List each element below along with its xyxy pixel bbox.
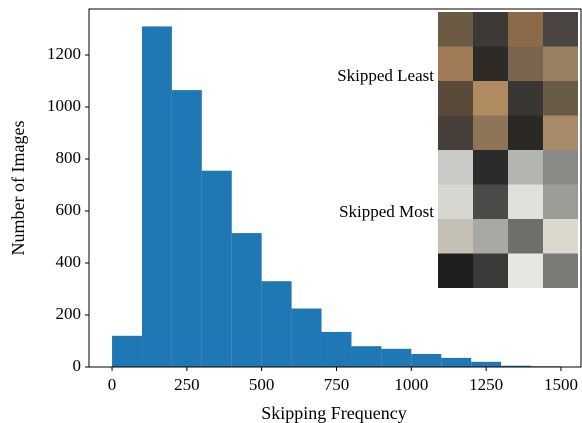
image-tile — [438, 46, 473, 81]
bar — [471, 361, 502, 367]
image-tile — [438, 219, 473, 254]
image-tile — [438, 81, 473, 116]
image-tile — [508, 46, 543, 81]
y-tick-label: 0 — [73, 356, 82, 375]
image-tile — [438, 150, 473, 185]
bar — [321, 331, 352, 367]
x-tick-label: 250 — [174, 375, 200, 394]
image-tile — [473, 184, 508, 219]
image-tile — [473, 12, 508, 47]
x-tick-label: 1250 — [469, 375, 503, 394]
bar — [291, 308, 322, 367]
image-tile — [438, 253, 473, 288]
image-tile — [543, 184, 578, 219]
image-tile — [543, 150, 578, 185]
image-tile — [438, 115, 473, 150]
image-tile — [543, 81, 578, 116]
image-tile — [543, 46, 578, 81]
x-axis-label: Skipping Frequency — [261, 403, 407, 423]
image-tile — [438, 12, 473, 47]
image-tile — [508, 219, 543, 254]
image-tile — [543, 253, 578, 288]
image-tile — [543, 219, 578, 254]
annotation: Skipped Least — [337, 66, 434, 85]
bar — [141, 26, 172, 367]
bar — [201, 170, 232, 367]
y-tick-label: 1000 — [47, 96, 81, 115]
y-tick-label: 600 — [56, 200, 82, 219]
plot-frame — [88, 8, 582, 368]
bar — [112, 335, 142, 367]
image-tile — [473, 115, 508, 150]
bar — [411, 354, 442, 367]
bar — [501, 365, 532, 367]
bar — [441, 357, 472, 367]
image-tile — [508, 253, 543, 288]
image-tile — [508, 115, 543, 150]
bar — [231, 233, 262, 367]
y-tick-label: 1200 — [47, 44, 81, 63]
image-tile — [438, 184, 473, 219]
y-tick-label: 400 — [56, 252, 82, 271]
image-tile — [473, 46, 508, 81]
annotation: Skipped Most — [339, 202, 434, 221]
image-tile — [508, 81, 543, 116]
image-tile — [508, 12, 543, 47]
bar — [261, 281, 292, 367]
image-tile — [508, 150, 543, 185]
x-tick-label: 0 — [108, 375, 117, 394]
image-tile — [543, 115, 578, 150]
x-tick-label: 500 — [249, 375, 275, 394]
y-tick-label: 800 — [56, 148, 82, 167]
image-inset — [438, 12, 578, 288]
bar — [381, 348, 412, 367]
image-tile — [543, 12, 578, 47]
bar — [351, 346, 382, 367]
image-tile — [473, 219, 508, 254]
x-tick-label: 750 — [324, 375, 350, 394]
x-tick-label: 1000 — [394, 375, 428, 394]
y-tick-label: 200 — [56, 304, 82, 323]
x-tick-label: 1500 — [544, 375, 578, 394]
bar — [171, 90, 202, 367]
image-tile — [473, 81, 508, 116]
image-tile — [473, 150, 508, 185]
image-tile — [508, 184, 543, 219]
image-tile — [473, 253, 508, 288]
y-axis-label: Number of Images — [8, 121, 28, 256]
